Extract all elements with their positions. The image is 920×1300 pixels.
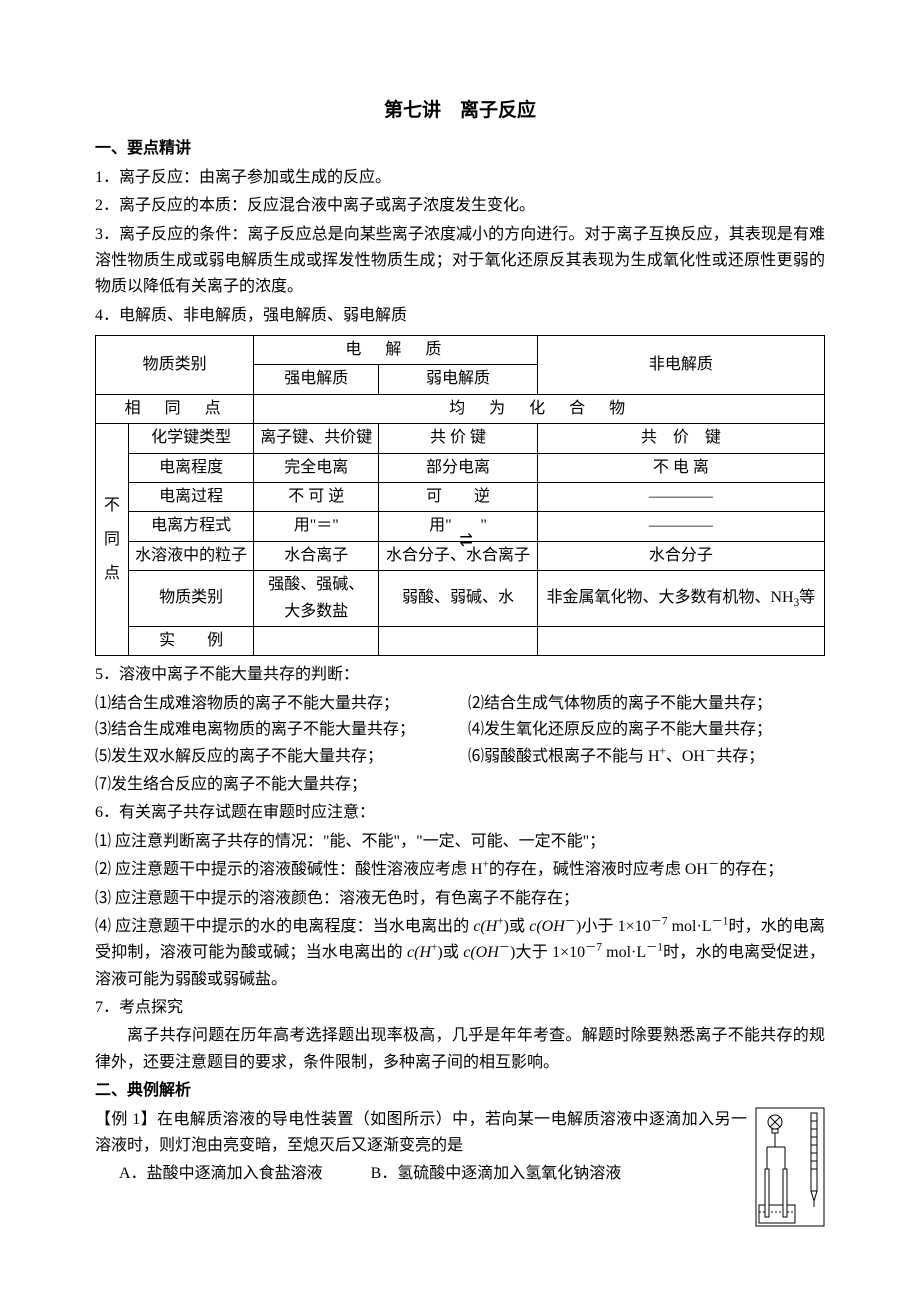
row-degree-non: 不 电 离 — [537, 453, 824, 482]
point-5-3: ⑶结合生成难电离物质的离子不能大量共存； — [95, 717, 452, 743]
example-1-options: A．盐酸中逐滴加入食盐溶液 B．氢硫酸中逐滴加入氢氧化钠溶液 — [95, 1161, 825, 1187]
row-proc-non: ———— — [537, 483, 824, 512]
point-6-2: ⑵ 应注意题干中提示的溶液酸碱性：酸性溶液应考虑 H+的存在，碱性溶液时应考虑 … — [95, 857, 825, 883]
row-bond-non: 共 价 键 — [537, 424, 824, 453]
point-4: 4．电解质、非电解质，强电解质、弱电解质 — [95, 303, 825, 329]
example-1-label: 【例 1】 — [95, 1111, 157, 1128]
point-7-body: 离子共存问题在历年高考选择题出现率极高，几乎是年年考查。解题时除要熟悉离子不能共… — [95, 1023, 825, 1076]
point-5-5: ⑸发生双水解反应的离子不能大量共存； — [95, 744, 452, 770]
point-3: 3．离子反应的条件：离子反应总是向某些离子浓度减小的方向进行。对于离子互换反应，… — [95, 222, 825, 301]
point-6-1: ⑴ 应注意判断离子共存的情况："能、不能"，"一定、可能、一定不能"； — [95, 829, 825, 855]
point-2: 2．离子反应的本质：反应混合液中离子或离子浓度发生变化。 — [95, 193, 825, 219]
row-proc-label: 电离过程 — [129, 483, 254, 512]
row-eqn-non: ———— — [537, 512, 824, 541]
point-5-6: ⑹弱酸酸式根离子不能与 H+、OH－共存； — [468, 744, 825, 770]
row-eqn-weak: 用"" — [379, 512, 537, 541]
point-5-2: ⑵结合生成气体物质的离子不能大量共存； — [468, 691, 825, 717]
point-1: 1．离子反应：由离子参加或生成的反应。 — [95, 165, 825, 191]
row-kind-weak: 弱酸、弱碱、水 — [379, 571, 537, 627]
row-bond-strong: 离子键、共价键 — [254, 424, 379, 453]
section-1-heading: 一、要点精讲 — [95, 136, 825, 162]
row-same-value: 均 为 化 合 物 — [254, 394, 825, 423]
th-strong: 强电解质 — [254, 365, 379, 394]
row-part-label: 水溶液中的粒子 — [129, 541, 254, 570]
option-a: A．盐酸中逐滴加入食盐溶液 — [119, 1165, 323, 1182]
option-b: B．氢硫酸中逐滴加入氢氧化钠溶液 — [371, 1165, 622, 1182]
point-6-3: ⑶ 应注意题干中提示的溶液颜色：溶液无色时，有色离子不能存在； — [95, 886, 825, 912]
th-electrolyte: 电 解 质 — [254, 336, 537, 365]
row-eqn-label: 电离方程式 — [129, 512, 254, 541]
row-ex-non — [537, 626, 824, 655]
th-weak: 弱电解质 — [379, 365, 537, 394]
point-5-1: ⑴结合生成难溶物质的离子不能大量共存； — [95, 691, 452, 717]
example-1-block: 【例 1】在电解质溶液的导电性装置（如图所示）中，若向某一电解质溶液中逐滴加入另… — [95, 1107, 825, 1188]
row-degree-strong: 完全电离 — [254, 453, 379, 482]
point-5-4: ⑷发生氧化还原反应的离子不能大量共存； — [468, 717, 825, 743]
point-6-heading: 6．有关离子共存试题在审题时应注意： — [95, 800, 825, 826]
point-5-heading: 5．溶液中离子不能大量共存的判断： — [95, 662, 825, 688]
row-kind-non: 非金属氧化物、大多数有机物、NH3等 — [537, 571, 824, 627]
point-5-7: ⑺发生络合反应的离子不能大量共存； — [95, 772, 825, 798]
row-part-non: 水合分子 — [537, 541, 824, 570]
row-bond-weak: 共 价 键 — [379, 424, 537, 453]
apparatus-figure — [755, 1107, 825, 1227]
row-eqn-strong: 用"＝" — [254, 512, 379, 541]
row-part-strong: 水合离子 — [254, 541, 379, 570]
row-ex-weak — [379, 626, 537, 655]
row-ex-label: 实 例 — [129, 626, 254, 655]
section-2-heading: 二、典例解析 — [95, 1078, 825, 1104]
comparison-table: 物质类别 电 解 质 非电解质 强电解质 弱电解质 相 同 点 均 为 化 合 … — [95, 335, 825, 656]
th-category: 物质类别 — [96, 336, 254, 395]
row-kind-strong: 强酸、强碱、 大多数盐 — [254, 571, 379, 627]
th-non-electrolyte: 非电解质 — [537, 336, 824, 395]
row-ex-strong — [254, 626, 379, 655]
page-title: 第七讲 离子反应 — [95, 95, 825, 126]
row-proc-weak: 可 逆 — [379, 483, 537, 512]
group-diff-label: 不 同 点 — [96, 424, 129, 656]
point-7-heading: 7．考点探究 — [95, 995, 825, 1021]
row-proc-strong: 不 可 逆 — [254, 483, 379, 512]
point-6-4: ⑷ 应注意题干中提示的水的电离程度：当水电离出的 c(H+)或 c(OH－)小于… — [95, 914, 825, 993]
example-1-text: 【例 1】在电解质溶液的导电性装置（如图所示）中，若向某一电解质溶液中逐滴加入另… — [95, 1107, 825, 1160]
row-kind-label: 物质类别 — [129, 571, 254, 627]
row-bond-label: 化学键类型 — [129, 424, 254, 453]
row-degree-label: 电离程度 — [129, 453, 254, 482]
row-degree-weak: 部分电离 — [379, 453, 537, 482]
row-same-label: 相 同 点 — [96, 394, 254, 423]
